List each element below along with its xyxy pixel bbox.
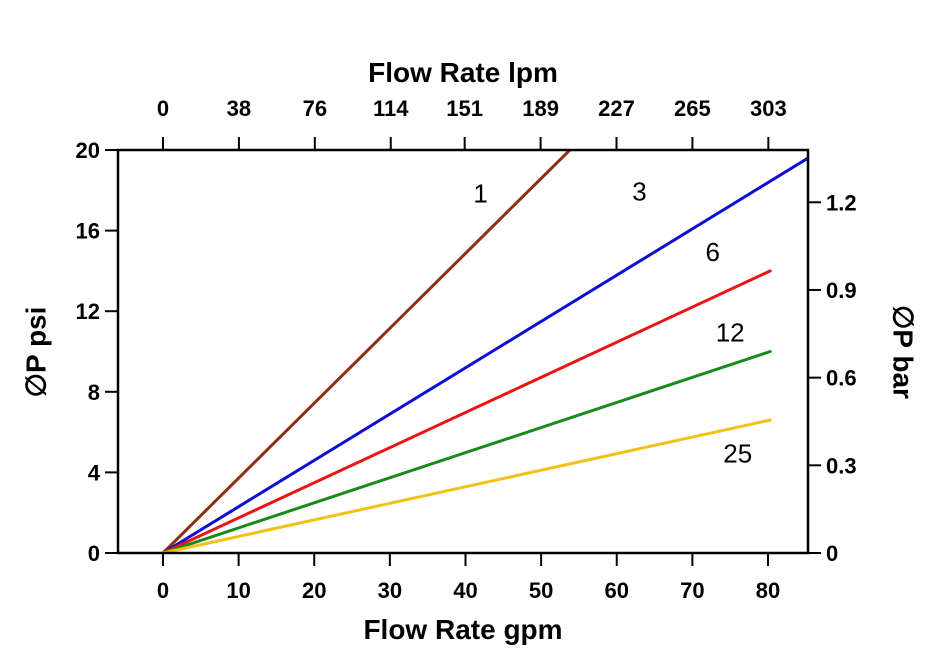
right-axis-title: ∅P bar [887, 305, 919, 399]
top-axis-title: Flow Rate lpm [368, 57, 558, 88]
right-axis-tick-label: 1.2 [826, 190, 857, 215]
left-axis-tick-label: 8 [88, 380, 100, 405]
bottom-axis-tick-label: 30 [378, 578, 402, 603]
plot-frame [116, 148, 810, 555]
top-axis-tick-label: 151 [446, 96, 483, 121]
series-lines [161, 150, 808, 553]
top-axis-tick-label: 227 [598, 96, 635, 121]
top-axis-tick-label: 265 [674, 96, 711, 121]
right-axis-tick-label: 0 [826, 541, 838, 566]
top-axis-tick-label: 114 [373, 96, 409, 121]
bottom-axis-tick-label: 0 [157, 578, 169, 603]
top-axis-tick-label: 76 [303, 96, 327, 121]
series-label-25: 25 [723, 438, 752, 468]
left-axis-tick-label: 12 [76, 299, 100, 324]
bottom-axis-tick-label: 60 [605, 578, 629, 603]
bottom-axis-tick-label: 40 [453, 578, 477, 603]
bottom-axis-tick-label: 10 [226, 578, 250, 603]
top-axis-tick-label: 0 [157, 96, 169, 121]
series-line-1 [161, 150, 572, 553]
bottom-axis-tick-label: 80 [756, 578, 780, 603]
left-axis-tick-label: 20 [76, 138, 100, 163]
series-line-12 [161, 350, 772, 553]
series-line-3 [161, 156, 808, 553]
series-line-25 [161, 418, 772, 553]
series-label-1: 1 [473, 178, 487, 208]
series-line-6 [161, 269, 772, 553]
series-label-3: 3 [632, 176, 646, 206]
right-axis-tick-label: 0.9 [826, 278, 857, 303]
bottom-axis-tick-label: 20 [302, 578, 326, 603]
top-axis-tick-label: 189 [522, 96, 559, 121]
top-axis-tick-label: 38 [227, 96, 251, 121]
left-axis-tick-label: 0 [88, 541, 100, 566]
bottom-axis-tick-label: 50 [529, 578, 553, 603]
top-axis-tick-label: 303 [750, 96, 787, 121]
series-label-6: 6 [706, 237, 720, 267]
bottom-axis-tick-label: 70 [680, 578, 704, 603]
left-axis-tick-label: 16 [76, 219, 100, 244]
right-axis-tick-label: 0.6 [826, 366, 857, 391]
bottom-axis-title: Flow Rate gpm [363, 614, 563, 645]
right-axis-tick-label: 0.3 [826, 453, 857, 478]
series-label-12: 12 [716, 317, 745, 347]
left-axis-tick-label: 4 [88, 460, 101, 485]
left-axis-title: ∅P psi [20, 306, 52, 398]
